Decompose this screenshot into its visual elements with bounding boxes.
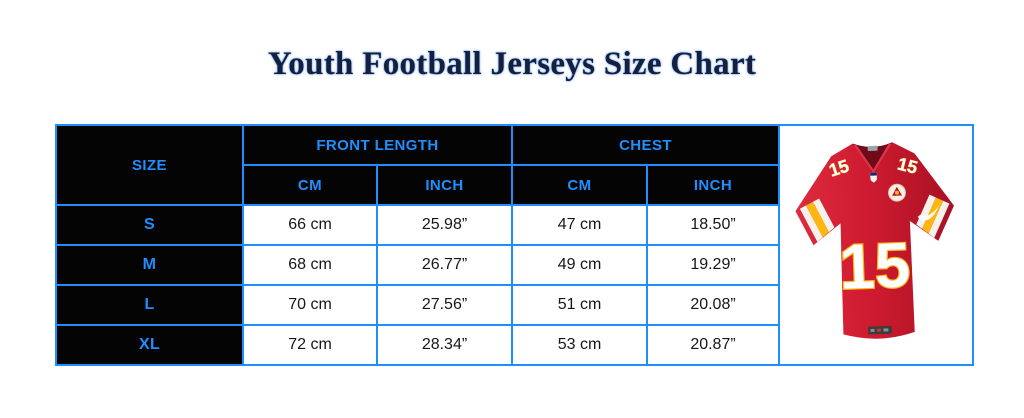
size-cell: M [55,244,244,286]
header-chest: CHEST [511,124,780,166]
header-row-groups: SIZE FRONT LENGTH CHEST [55,124,974,366]
chest-inch-cell: 20.08” [646,284,780,326]
swoosh-icon [917,205,940,221]
chest-inch-cell: 18.50” [646,204,780,246]
front-inch-cell: 26.77” [376,244,513,286]
chest-cm-cell: 49 cm [511,244,648,286]
front-inch-cell: 27.56” [376,284,513,326]
jersey-body [795,142,954,339]
jersey-image-cell: 15 15 15 [778,124,974,366]
header-chest-inch: INCH [646,164,780,206]
chest-cm-cell: 47 cm [511,204,648,246]
collar [852,142,893,175]
front-inch-cell: 28.34” [376,324,513,366]
nfl-shield-icon [869,172,878,183]
jersey-graphic: 15 15 15 [795,142,954,339]
header-front-inch: INCH [376,164,513,206]
front-cm-cell: 68 cm [242,244,378,286]
collar-tag [867,145,878,152]
header-size: SIZE [55,124,244,206]
jock-tag [867,325,892,335]
header-front-length: FRONT LENGTH [242,124,513,166]
chest-cm-cell: 53 cm [511,324,648,366]
page-title: Youth Football Jerseys Size Chart [267,46,757,82]
front-cm-cell: 70 cm [242,284,378,326]
chest-number: 15 [838,230,911,302]
chest-inch-cell: 19.29” [646,244,780,286]
collar-trim [853,142,892,174]
size-cell: XL [55,324,244,366]
chest-cm-cell: 51 cm [511,284,648,326]
front-cm-cell: 66 cm [242,204,378,246]
team-patch-icon [888,183,906,202]
table-row-s: S 66 cm 25.98” 47 cm 18.50” [55,204,973,246]
header-row-units: CM INCH CM INCH [56,164,973,206]
size-cell: L [55,284,244,326]
size-cell: S [55,204,244,246]
table-row-l: L 70 cm 27.56” 51 cm 20.08” [55,284,973,326]
front-inch-cell: 25.98” [376,204,513,246]
size-chart-table: SIZE FRONT LENGTH CHEST [55,124,974,366]
product-image: 15 15 15 [780,131,972,359]
header-chest-cm: CM [511,164,648,206]
front-cm-cell: 72 cm [242,324,378,366]
header-front-cm: CM [242,164,378,206]
table-row-xl: XL 72 cm 28.34” 53 cm 20.87” [55,324,973,366]
left-sleeve-stripes [799,198,838,243]
chest-inch-cell: 20.87” [646,324,780,366]
table-row-m: M 68 cm 26.77” 49 cm 19.29” [55,244,973,286]
